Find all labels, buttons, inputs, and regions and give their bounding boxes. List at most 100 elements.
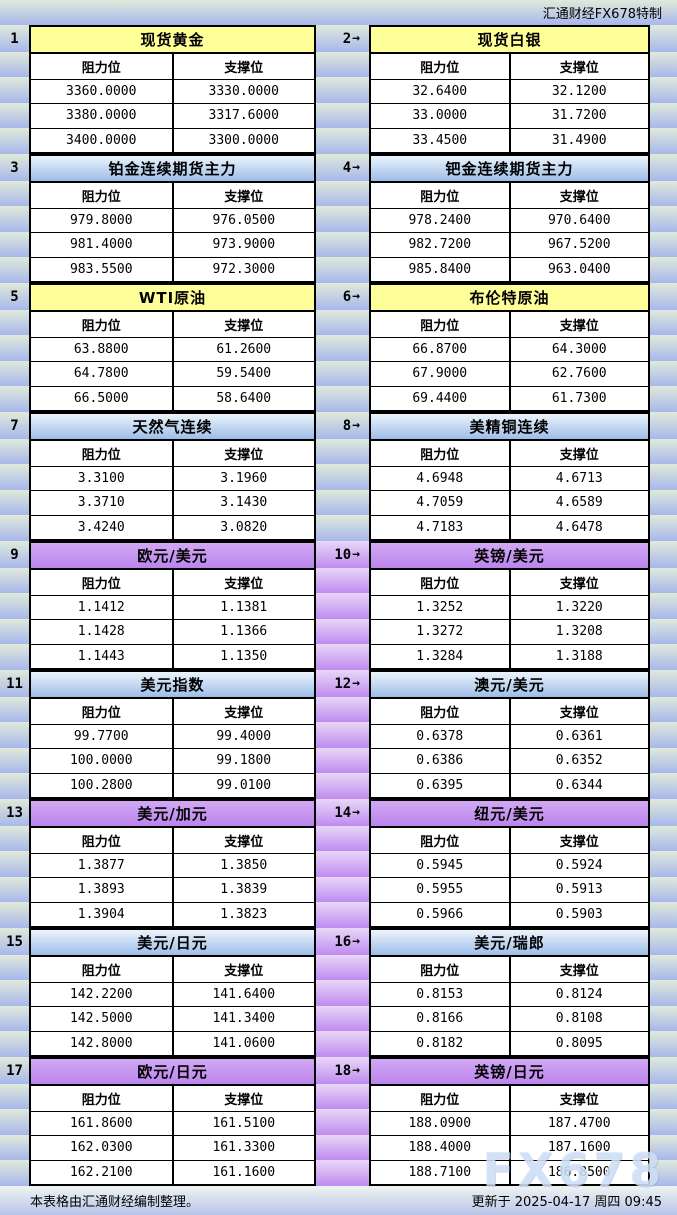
table-row: 0.8153 0.8124 xyxy=(371,983,648,1008)
support-value: 1.3850 xyxy=(220,858,268,874)
resistance-value: 0.6395 xyxy=(371,773,511,797)
gutter-column: 8 → xyxy=(316,412,369,542)
table-group: 5 WTI原油 阻力位 支撑位 63.8800 61.2600 64.7800 … xyxy=(0,283,677,413)
support-value: 61.7300 xyxy=(551,390,607,406)
table-row: 161.8600 161.5100 xyxy=(31,1112,314,1137)
resistance-header: 阻力位 xyxy=(31,54,174,79)
margin-cell xyxy=(316,386,369,413)
resistance-value: 0.5966 xyxy=(371,902,511,926)
table-row: 3380.0000 3317.6000 xyxy=(31,104,314,129)
margin-cell xyxy=(316,955,369,980)
support-value: 4.6589 xyxy=(555,495,603,511)
right-arrow-icon: → xyxy=(352,289,360,304)
support-value: 0.6352 xyxy=(555,753,603,769)
margin-cell xyxy=(316,618,369,645)
table-title: 欧元/日元 xyxy=(31,1059,314,1086)
table-header-row: 阻力位 支撑位 xyxy=(31,54,314,80)
margin-cell xyxy=(316,876,369,903)
resistance-header: 阻力位 xyxy=(31,699,174,724)
margin-cell xyxy=(650,310,677,335)
support-value: 1.3208 xyxy=(555,624,603,640)
table-title: 美元指数 xyxy=(31,672,314,699)
table-title: 现货黄金 xyxy=(31,27,314,54)
support-header: 支撑位 xyxy=(559,964,599,979)
table-header-row: 阻力位 支撑位 xyxy=(31,183,314,209)
resistance-value: 979.8000 xyxy=(31,209,174,233)
table-group: 1 现货黄金 阻力位 支撑位 3360.0000 3330.0000 3380.… xyxy=(0,25,677,155)
right-table-number: 18 → xyxy=(316,1057,369,1084)
table-group: 17 欧元/日元 阻力位 支撑位 161.8600 161.5100 162.0… xyxy=(0,1057,677,1187)
margin-cell xyxy=(0,52,29,77)
support-value: 3.0820 xyxy=(220,519,268,535)
margin-cell xyxy=(316,52,369,77)
gutter-column: 12 → xyxy=(316,670,369,800)
margin-cell xyxy=(0,206,29,232)
resistance-value: 67.9000 xyxy=(371,362,511,386)
table-title: WTI原油 xyxy=(31,285,314,312)
price-table-11: 美元指数 阻力位 支撑位 99.7700 99.4000 100.0000 99… xyxy=(29,670,316,799)
table-row: 142.5000 141.3400 xyxy=(31,1007,314,1032)
resistance-value: 4.7059 xyxy=(371,491,511,515)
margin-cell xyxy=(650,128,677,155)
margin-cell xyxy=(0,593,29,619)
resistance-value: 0.8153 xyxy=(371,983,511,1007)
right-margin-column xyxy=(650,670,677,800)
support-value: 1.1381 xyxy=(220,600,268,616)
table-row: 100.2800 99.0100 xyxy=(31,773,314,797)
margin-cell xyxy=(0,980,29,1006)
table-header-row: 阻力位 支撑位 xyxy=(31,441,314,467)
margin-cell xyxy=(0,386,29,413)
table-header-row: 阻力位 支撑位 xyxy=(371,828,648,854)
support-header: 支撑位 xyxy=(559,835,599,850)
margin-cell xyxy=(0,697,29,722)
table-number-label: 3 xyxy=(10,159,19,176)
support-value: 58.6400 xyxy=(216,390,272,406)
right-arrow-icon: → xyxy=(352,934,360,949)
support-header: 支撑位 xyxy=(559,1093,599,1108)
support-value: 32.1200 xyxy=(551,84,607,100)
table-title: 美精铜连续 xyxy=(371,414,648,441)
table-number-label: 15 xyxy=(6,933,23,950)
table-header-row: 阻力位 支撑位 xyxy=(31,570,314,596)
table-header-row: 阻力位 支撑位 xyxy=(371,441,648,467)
support-value: 62.7600 xyxy=(551,366,607,382)
margin-cell xyxy=(650,515,677,542)
right-margin-column xyxy=(650,25,677,155)
resistance-value: 1.1443 xyxy=(31,644,174,668)
resistance-header: 阻力位 xyxy=(371,1086,511,1111)
resistance-value: 982.7200 xyxy=(371,233,511,257)
support-header: 支撑位 xyxy=(559,577,599,592)
right-table-number: 12 → xyxy=(316,670,369,697)
margin-cell xyxy=(316,902,369,929)
margin-cell xyxy=(0,747,29,774)
margin-cell xyxy=(316,697,369,722)
right-table-number: 8 → xyxy=(316,412,369,439)
margin-cell xyxy=(316,464,369,490)
table-row: 1.3272 1.3208 xyxy=(371,620,648,645)
gutter-column: 14 → xyxy=(316,799,369,929)
right-table-number: 10 → xyxy=(316,541,369,568)
resistance-value: 0.5955 xyxy=(371,878,511,902)
resistance-value: 3400.0000 xyxy=(31,128,174,152)
margin-cell xyxy=(0,439,29,464)
margin-cell xyxy=(650,541,677,568)
table-row: 0.8166 0.8108 xyxy=(371,1007,648,1032)
margin-cell xyxy=(650,25,677,52)
resistance-header: 阻力位 xyxy=(371,441,511,466)
resistance-value: 4.6948 xyxy=(371,467,511,491)
margin-cell xyxy=(316,439,369,464)
support-value: 161.1600 xyxy=(212,1164,276,1180)
row-number-column: 3 xyxy=(0,154,29,284)
right-arrow-icon: → xyxy=(352,418,360,433)
margin-cell xyxy=(316,102,369,129)
table-number-label: 13 xyxy=(6,804,23,821)
support-value: 187.1600 xyxy=(547,1140,611,1156)
resistance-value: 142.5000 xyxy=(31,1007,174,1031)
table-title: 铂金连续期货主力 xyxy=(31,156,314,183)
table-header-row: 阻力位 支撑位 xyxy=(31,312,314,338)
table-row: 3360.0000 3330.0000 xyxy=(31,80,314,105)
resistance-header: 阻力位 xyxy=(31,441,174,466)
table-header-row: 阻力位 支撑位 xyxy=(31,1086,314,1112)
resistance-value: 3380.0000 xyxy=(31,104,174,128)
table-row: 982.7200 967.5200 xyxy=(371,233,648,258)
